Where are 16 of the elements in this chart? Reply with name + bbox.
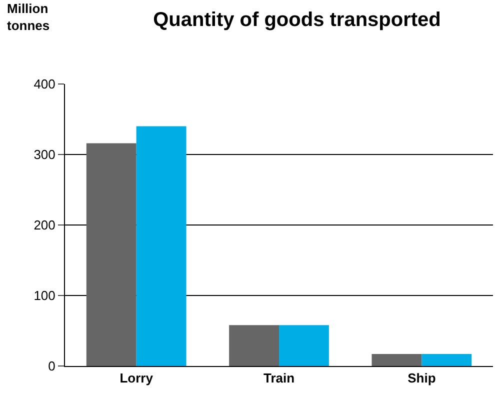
y-tick-label: 200 (34, 218, 56, 233)
bar (229, 325, 279, 366)
x-tick-label: Ship (408, 370, 436, 386)
y-tick-label: 300 (34, 147, 56, 162)
x-tick-label: Lorry (120, 370, 154, 386)
y-tick-label: 100 (34, 288, 56, 304)
chart-title: Quantity of goods transported (153, 9, 441, 32)
y-axis-title: Million tonnes (7, 1, 50, 33)
y-tick-label: 400 (34, 76, 56, 92)
bar (279, 325, 329, 366)
bar (422, 354, 472, 366)
y-tick-label: 0 (48, 358, 56, 374)
bar (372, 354, 422, 366)
x-tick-label: Train (263, 370, 295, 386)
bar (86, 143, 136, 366)
bar (136, 126, 186, 366)
